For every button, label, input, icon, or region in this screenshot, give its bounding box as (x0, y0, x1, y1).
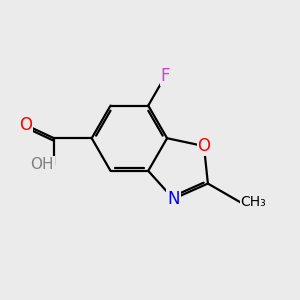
Text: F: F (160, 67, 170, 85)
Text: N: N (167, 190, 180, 208)
Text: O: O (197, 137, 210, 155)
Text: CH₃: CH₃ (241, 195, 266, 209)
Text: O: O (19, 116, 32, 134)
Text: OH: OH (31, 157, 54, 172)
